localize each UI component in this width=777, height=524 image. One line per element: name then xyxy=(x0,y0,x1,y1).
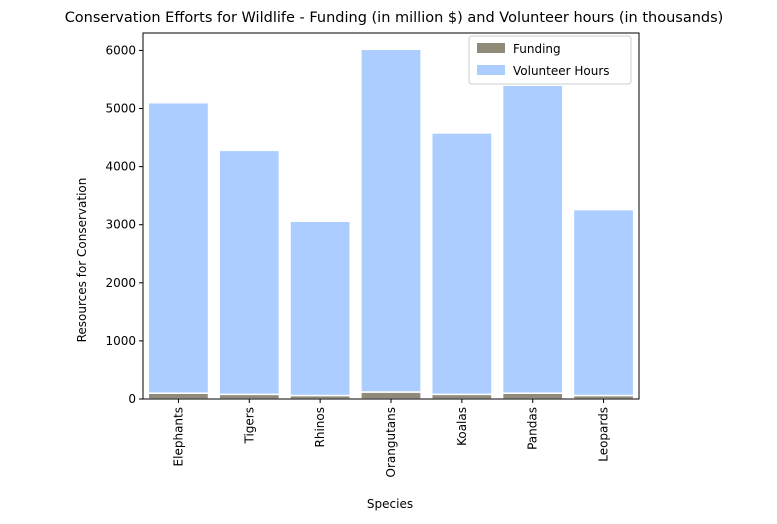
x-tick-label: Leopards xyxy=(597,407,611,462)
y-tick-label: 0 xyxy=(128,392,136,406)
bar-funding-elephants xyxy=(147,392,210,400)
y-tick-label: 5000 xyxy=(105,102,136,116)
bar-funding-pandas xyxy=(501,392,564,400)
bar-funding-orangutans xyxy=(360,391,422,400)
y-tick-label: 3000 xyxy=(105,218,136,232)
bar-volunteer-hours-tigers xyxy=(218,149,281,396)
y-tick-label: 4000 xyxy=(105,160,136,174)
bar-volunteer-hours-elephants xyxy=(147,101,210,394)
x-tick-label: Elephants xyxy=(171,407,185,466)
bar-volunteer-hours-koalas xyxy=(430,132,493,396)
legend-box xyxy=(468,35,632,85)
legend-swatch-volunteer-hours xyxy=(477,65,505,75)
bar-volunteer-hours-rhinos xyxy=(289,220,352,397)
legend-label-volunteer-hours: Volunteer Hours xyxy=(513,64,610,78)
x-tick-label: Tigers xyxy=(242,407,256,444)
y-tick-label: 1000 xyxy=(105,334,136,348)
chart-title: Conservation Efforts for Wildlife - Fund… xyxy=(65,10,724,26)
legend-swatch-funding xyxy=(477,43,505,53)
y-axis-label: Resources for Conservation xyxy=(75,178,89,343)
legend: Funding Volunteer Hours xyxy=(468,35,632,85)
bars-layer xyxy=(147,48,635,400)
bar-volunteer-hours-orangutans xyxy=(360,48,422,393)
y-tick-label: 6000 xyxy=(105,43,136,57)
axes-layer: Elephants Tigers Rhinos Orangutans Koalas Pan… xyxy=(105,32,640,477)
x-tick-label: Koalas xyxy=(455,407,469,446)
y-tick-label: 2000 xyxy=(105,276,136,290)
x-tick-label: Pandas xyxy=(526,407,540,450)
x-axis-label: Species xyxy=(367,497,413,511)
bar-volunteer-hours-pandas xyxy=(501,84,564,394)
plot-frame xyxy=(142,32,640,400)
bar-volunteer-hours-leopards xyxy=(572,208,635,397)
x-tick-label: Orangutans xyxy=(384,407,398,477)
legend-label-funding: Funding xyxy=(513,42,561,56)
x-tick-label: Rhinos xyxy=(313,407,327,447)
